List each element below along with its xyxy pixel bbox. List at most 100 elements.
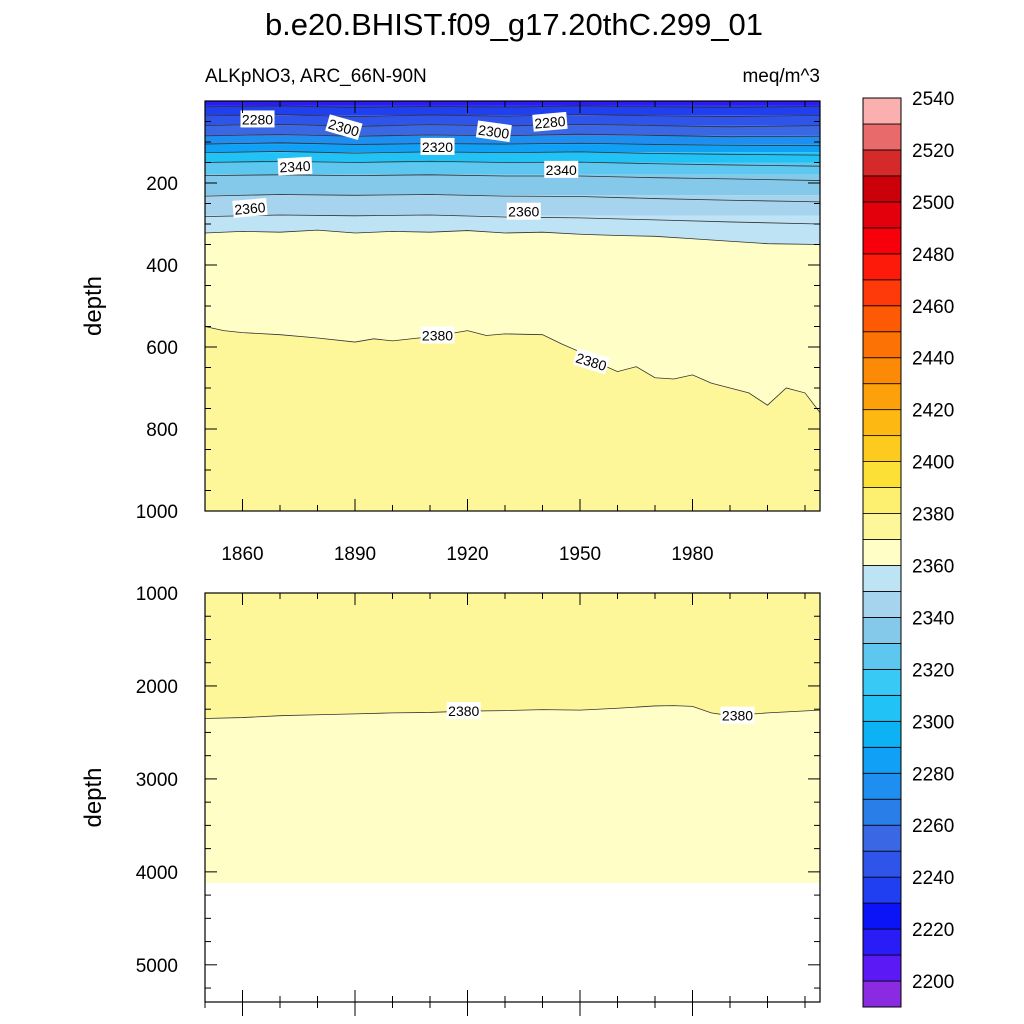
colorbar-box — [862, 175, 902, 203]
colorbar-box — [862, 201, 902, 229]
contour-label: 2280 — [534, 113, 567, 132]
contour-line — [204, 174, 821, 181]
contour-line — [204, 105, 821, 108]
x-tick-label: 1950 — [559, 544, 601, 565]
colorbar-box — [862, 928, 902, 956]
colorbar-label: 2320 — [912, 660, 954, 681]
colorbar-box — [862, 409, 902, 437]
contour-label: 2300 — [477, 122, 510, 142]
colorbar-label: 2440 — [912, 349, 954, 370]
colorbar-box — [862, 539, 902, 566]
colorbar-box — [862, 694, 902, 722]
contour-band — [205, 125, 820, 136]
colorbar-label: 2400 — [912, 453, 954, 474]
contour-band — [205, 174, 820, 196]
colorbar-box — [862, 383, 902, 411]
colorbar-box — [862, 902, 902, 930]
colorbar-box — [862, 824, 902, 852]
colorbar-label: 2280 — [912, 764, 954, 785]
colorbar-label: 2500 — [912, 193, 954, 214]
contour-line — [204, 229, 821, 245]
colorbar-box — [862, 305, 902, 333]
colorbar-box — [862, 97, 902, 125]
contour-label-group: 2340 — [544, 160, 579, 178]
contour-label-box — [232, 197, 268, 218]
contour-label-group: 2280 — [240, 110, 275, 128]
y-axis-label: depth — [80, 767, 107, 827]
contour-line — [204, 142, 821, 147]
contour-band — [205, 135, 820, 145]
contour-label-box — [446, 702, 481, 720]
y-tick-label: 200 — [146, 174, 178, 195]
units-subtitle: meq/m^3 — [742, 66, 820, 87]
colorbar-box — [862, 331, 902, 359]
colorbar-box — [862, 876, 902, 904]
contour-label-box — [544, 160, 579, 178]
colorbar-label: 2480 — [912, 245, 954, 266]
contour-label: 2380 — [722, 708, 753, 724]
contour-label-box — [420, 326, 455, 344]
contour-band — [205, 115, 820, 126]
contour-label: 2280 — [242, 111, 273, 127]
contour-label-box — [572, 348, 611, 375]
colorbar-box — [862, 279, 902, 307]
y-tick-label: 2000 — [136, 677, 178, 698]
contour-line-2380 — [204, 326, 821, 413]
colorbar-box — [862, 798, 902, 826]
contour-fill-2370 — [205, 705, 820, 884]
contour-label: 2380 — [422, 328, 453, 344]
contour-band — [205, 162, 820, 175]
colorbar-label: 2340 — [912, 608, 954, 629]
x-tick-label: 1860 — [221, 544, 263, 565]
contour-line — [204, 194, 821, 203]
colorbar-box — [862, 850, 902, 878]
contour-label: 2360 — [234, 199, 267, 218]
colorbar-label: 2260 — [912, 816, 954, 837]
contour-fill-2385 — [205, 326, 820, 511]
colorbar-label: 2300 — [912, 712, 954, 733]
contour-band — [205, 152, 820, 163]
colorbar-box — [862, 772, 902, 800]
contour-line-2380 — [204, 705, 821, 719]
colorbar-box — [862, 123, 902, 151]
colorbar-box — [862, 487, 902, 514]
contour-label-box — [277, 156, 313, 176]
contour-label: 2360 — [508, 204, 539, 220]
contour-band — [205, 105, 820, 116]
colorbar-label: 2520 — [912, 141, 954, 162]
x-tick-label: 1890 — [334, 544, 376, 565]
y-tick-label: 1000 — [136, 502, 178, 523]
colorbar-label: 2360 — [912, 556, 954, 577]
contour-label-box — [420, 137, 455, 155]
colorbar-box — [862, 617, 902, 644]
y-tick-label: 800 — [146, 420, 178, 441]
colorbar-label: 2420 — [912, 401, 954, 422]
colorbar-box — [862, 513, 902, 540]
colorbar-box — [862, 954, 902, 982]
colorbar-box — [862, 357, 902, 385]
colorbar-label: 2380 — [912, 505, 954, 526]
contour-label: 2320 — [422, 139, 453, 155]
contour-line — [204, 151, 821, 156]
colorbar-box — [862, 565, 902, 592]
contour-line — [204, 114, 821, 117]
contour-label-group: 2340 — [277, 156, 313, 176]
contour-label-group: 2380 — [420, 326, 455, 344]
contour-label-group: 2380 — [446, 702, 481, 720]
x-tick-label: 1920 — [446, 544, 488, 565]
colorbar-label: 2220 — [912, 920, 954, 941]
colorbar-box — [862, 253, 902, 281]
chart-title: b.e20.BHIST.f09_g17.20thC.299_01 — [265, 7, 763, 42]
y-tick-label: 600 — [146, 338, 178, 359]
colorbar-box — [862, 435, 902, 462]
contour-band — [205, 144, 820, 153]
colorbar-box — [862, 980, 902, 1008]
colorbar-box — [862, 668, 902, 696]
lower-depth-panel: 2380 2380 1000 2000 3000 4000 5000 depth — [80, 584, 821, 1016]
contour-band — [205, 101, 820, 106]
y-tick-label: 400 — [146, 256, 178, 277]
contour-label-group: 2360 — [232, 197, 268, 218]
contour-label-group: 2380 — [720, 706, 755, 724]
colorbar-box — [862, 461, 902, 488]
